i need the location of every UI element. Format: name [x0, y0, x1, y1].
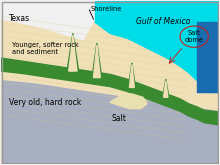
Polygon shape: [126, 63, 137, 87]
Text: Salt: Salt: [111, 114, 126, 123]
Text: Younger, softer rock
and sediment: Younger, softer rock and sediment: [12, 42, 78, 55]
Polygon shape: [129, 65, 134, 87]
Text: Salt
dome: Salt dome: [185, 30, 204, 43]
Text: Gulf of Mexico: Gulf of Mexico: [136, 17, 191, 26]
Polygon shape: [95, 22, 219, 92]
Polygon shape: [1, 58, 219, 125]
Text: Shoreline: Shoreline: [90, 6, 122, 12]
Polygon shape: [161, 79, 170, 97]
Polygon shape: [94, 45, 100, 78]
Polygon shape: [95, 1, 219, 22]
Text: Very old, hard rock: Very old, hard rock: [9, 98, 82, 107]
Text: Texas: Texas: [9, 14, 31, 23]
Polygon shape: [89, 43, 104, 78]
Polygon shape: [164, 81, 168, 97]
Polygon shape: [204, 22, 219, 92]
Polygon shape: [64, 33, 82, 71]
Polygon shape: [1, 20, 219, 164]
Polygon shape: [110, 94, 147, 109]
Polygon shape: [69, 35, 77, 71]
Polygon shape: [197, 22, 219, 92]
Polygon shape: [1, 79, 219, 164]
